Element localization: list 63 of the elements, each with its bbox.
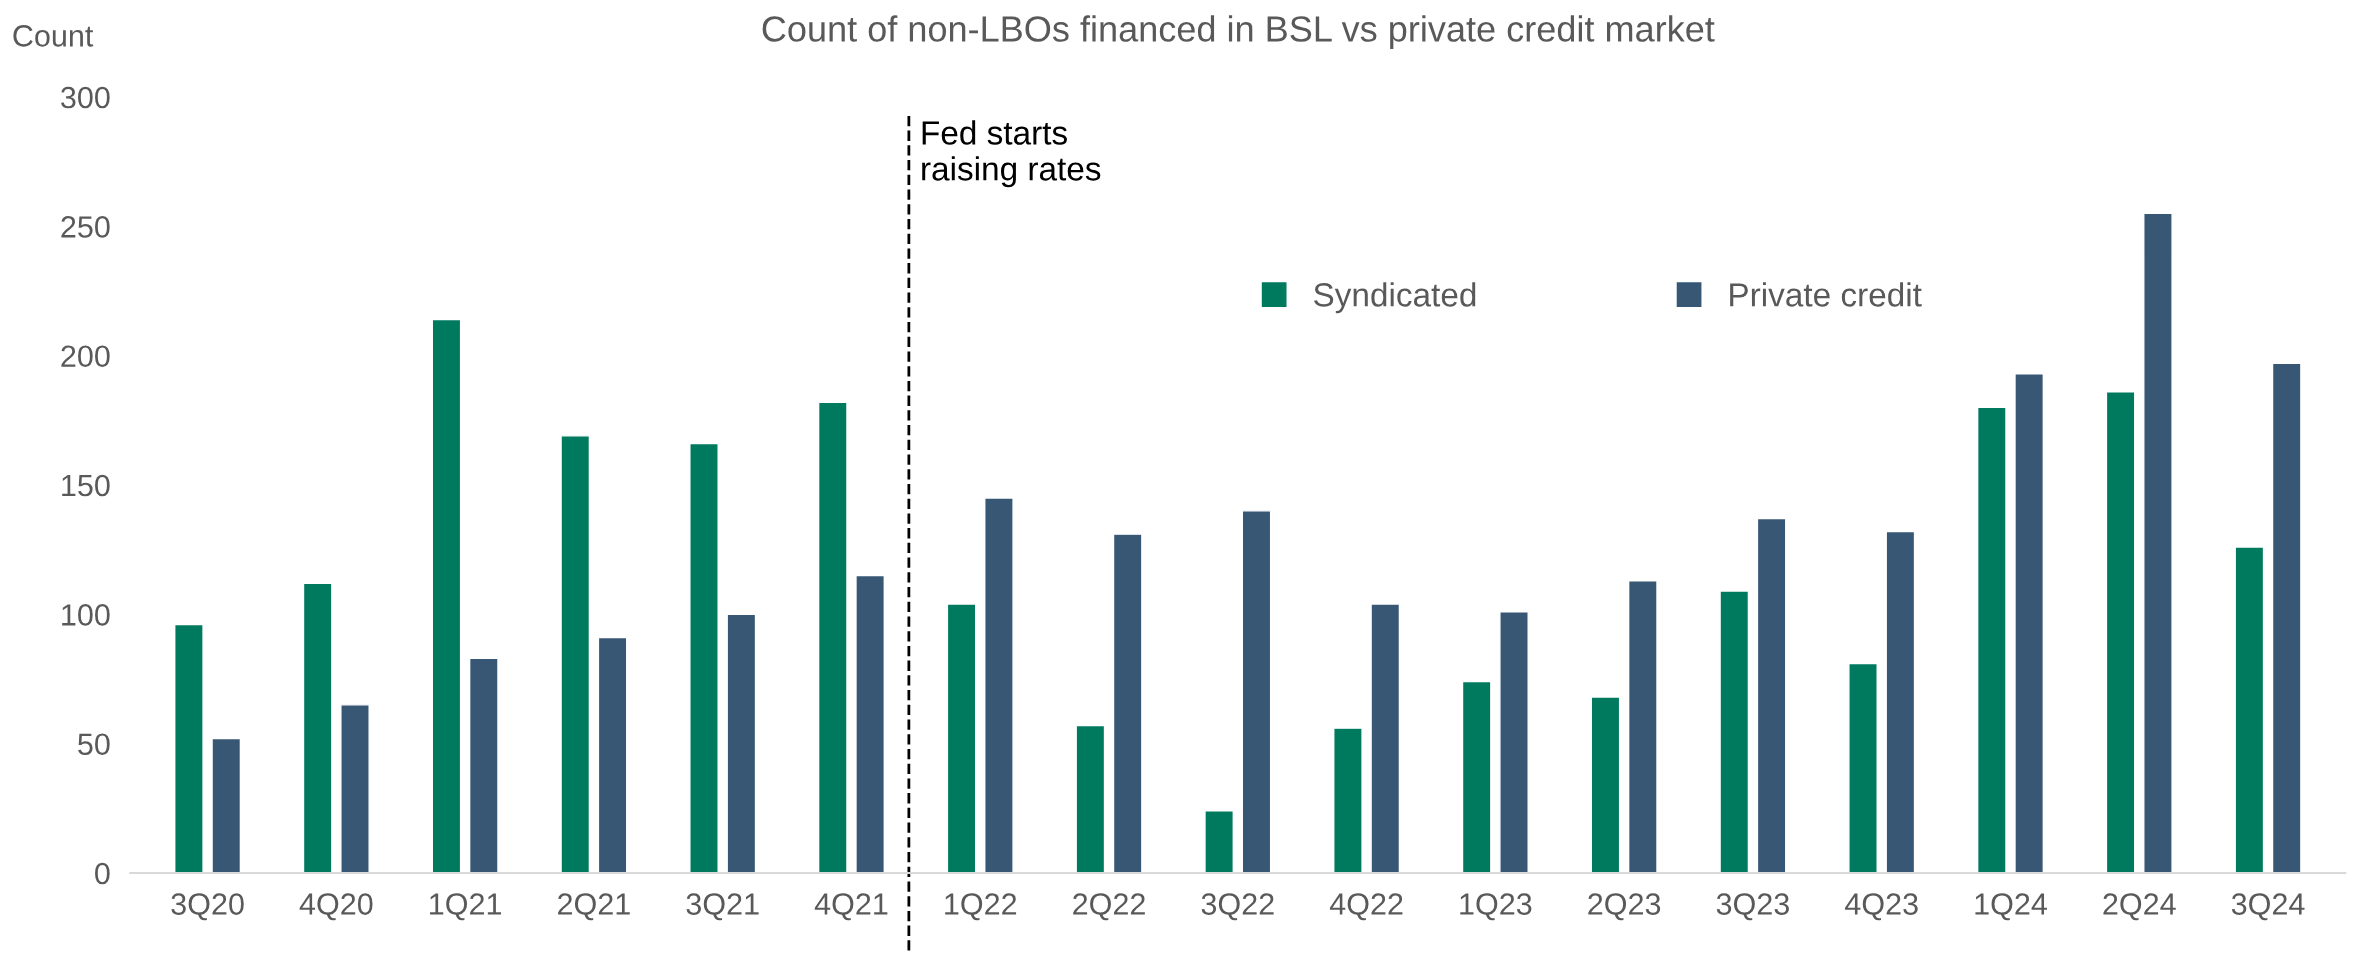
y-tick-label: 0 <box>95 862 110 885</box>
y-tick-label: 150 <box>62 474 110 497</box>
bar <box>1499 611 1529 873</box>
y-tick-label: 200 <box>61 345 110 368</box>
bar <box>1976 406 2007 873</box>
bar <box>1848 662 1878 873</box>
bar <box>1461 680 1492 873</box>
legend-label: Syndicated <box>1314 282 1476 314</box>
x-tick-label: 4Q23 <box>1845 893 1918 921</box>
x-tick-label: 1Q21 <box>430 893 502 921</box>
bar <box>817 401 848 873</box>
bar <box>1204 810 1234 873</box>
x-tick-label: 4Q21 <box>814 893 888 921</box>
annotation: Fed starts raising rates <box>922 120 1101 188</box>
x-tick-label: 1Q23 <box>1460 893 1532 921</box>
x-tick-label: 3Q20 <box>171 893 244 921</box>
x-tick-label: 4Q22 <box>1329 893 1403 921</box>
bar <box>2105 391 2136 873</box>
bar <box>1241 510 1272 873</box>
x-tick-label: 2Q22 <box>1073 893 1145 921</box>
bar <box>1885 530 1916 873</box>
bar <box>855 574 885 873</box>
bar <box>1333 727 1363 873</box>
bar <box>211 737 242 873</box>
x-tick-label: 2Q21 <box>558 893 630 921</box>
x-tick-label: 4Q20 <box>299 893 373 921</box>
bar <box>1590 696 1621 873</box>
y-tick-label: 50 <box>78 733 110 756</box>
x-tick-label: 3Q23 <box>1716 893 1789 921</box>
bar <box>431 318 462 873</box>
bar <box>560 435 591 873</box>
x-tick-label: 3Q21 <box>686 893 759 921</box>
bar <box>726 613 757 873</box>
bar <box>984 497 1014 873</box>
bar <box>340 704 370 873</box>
x-tick-label: 3Q24 <box>2231 893 2305 921</box>
x-tick-label: 1Q24 <box>1975 893 2047 921</box>
y-tick-label: 100 <box>62 604 110 626</box>
chart-title: Count of non-LBOs financed in BSL vs private credit market <box>762 15 1715 49</box>
y-tick-label: 250 <box>61 216 110 238</box>
bar <box>2143 212 2173 873</box>
bar <box>1370 603 1401 873</box>
x-tick-label: 3Q22 <box>1201 893 1274 921</box>
bar <box>1112 533 1143 873</box>
bar <box>2271 362 2302 873</box>
bar <box>2014 373 2045 873</box>
x-tick-label: 1Q22 <box>945 893 1017 921</box>
x-tick-label: 2Q23 <box>1588 893 1661 921</box>
bar <box>1627 580 1658 873</box>
bar <box>1756 517 1787 873</box>
bar <box>468 657 499 873</box>
legend-label: Private credit <box>1730 282 1922 307</box>
bar <box>174 623 204 873</box>
bar <box>302 582 333 873</box>
y-tick-label: 300 <box>61 86 110 109</box>
bar <box>946 603 977 873</box>
bar <box>597 636 628 873</box>
bar <box>689 442 719 873</box>
x-tick-label: 2Q24 <box>2103 893 2176 921</box>
bar <box>1719 590 1750 873</box>
bar <box>2234 546 2265 873</box>
y-axis-title: Count <box>13 25 94 47</box>
bar <box>1075 724 1106 873</box>
